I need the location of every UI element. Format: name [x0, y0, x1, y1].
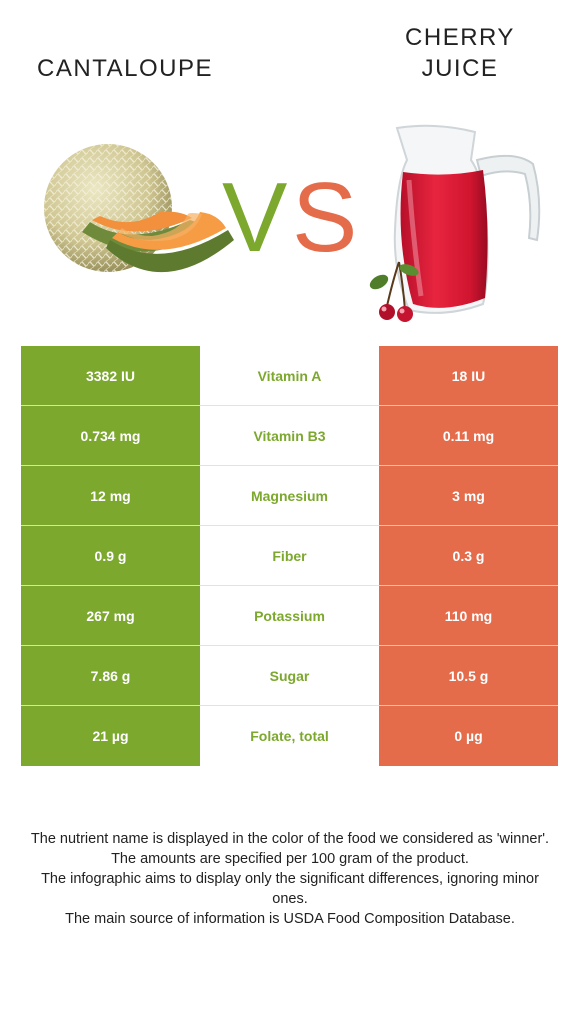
nutrient-name: Magnesium — [200, 466, 379, 526]
vs-letter-v: V — [222, 162, 288, 272]
right-food-title: CHERRY JUICE — [360, 22, 560, 84]
cantaloupe-value: 0.9 g — [21, 526, 200, 586]
nutrient-comparison-table: 3382 IU Vitamin A 18 IU 0.734 mg Vitamin B3 0… — [21, 346, 558, 766]
table-row: 267 mg Potassium 110 mg — [21, 586, 558, 646]
cantaloupe-value: 12 mg — [21, 466, 200, 526]
cantaloupe-value: 0.734 mg — [21, 406, 200, 466]
cantaloupe-value: 7.86 g — [21, 646, 200, 706]
table-row: 7.86 g Sugar 10.5 g — [21, 646, 558, 706]
cherry-juice-value: 3 mg — [379, 466, 558, 526]
nutrient-name: Sugar — [200, 646, 379, 706]
table-row: 21 µg Folate, total 0 µg — [21, 706, 558, 766]
table-row: 0.9 g Fiber 0.3 g — [21, 526, 558, 586]
footnote-line-aim: The infographic aims to display only the… — [41, 871, 539, 907]
footnote-line-winner: The nutrient name is displayed in the co… — [30, 831, 550, 847]
table-row: 12 mg Magnesium 3 mg — [21, 466, 558, 526]
footnote-line-source: The main source of information is USDA F… — [65, 911, 515, 927]
table-row: 3382 IU Vitamin A 18 IU — [21, 346, 558, 406]
cantaloupe-value: 21 µg — [21, 706, 200, 766]
cantaloupe-image — [40, 140, 240, 300]
cherry-juice-value: 0.3 g — [379, 526, 558, 586]
cherry-juice-value: 110 mg — [379, 586, 558, 646]
left-food-title: CANTALOUPE — [37, 55, 213, 82]
nutrient-name: Folate, total — [200, 706, 379, 766]
nutrient-name: Vitamin A — [200, 346, 379, 406]
nutrient-name: Potassium — [200, 586, 379, 646]
footnote-line-amounts: The amounts are specified per 100 gram o… — [111, 851, 469, 867]
nutrient-name: Fiber — [200, 526, 379, 586]
cherry-juice-value: 0.11 mg — [379, 406, 558, 466]
footnote: The nutrient name is displayed in the co… — [30, 829, 550, 929]
cantaloupe-value: 3382 IU — [21, 346, 200, 406]
nutrient-name: Vitamin B3 — [200, 406, 379, 466]
vs-letter-s: S — [292, 162, 358, 272]
right-food-title-line2: JUICE — [421, 55, 499, 82]
cherry-juice-value: 18 IU — [379, 346, 558, 406]
cherry-juice-pitcher-image — [365, 120, 545, 325]
cherry-juice-value: 10.5 g — [379, 646, 558, 706]
table-row: 0.734 mg Vitamin B3 0.11 mg — [21, 406, 558, 466]
cherry-juice-value: 0 µg — [379, 706, 558, 766]
right-food-title-line1: CHERRY — [405, 24, 515, 51]
cantaloupe-value: 267 mg — [21, 586, 200, 646]
